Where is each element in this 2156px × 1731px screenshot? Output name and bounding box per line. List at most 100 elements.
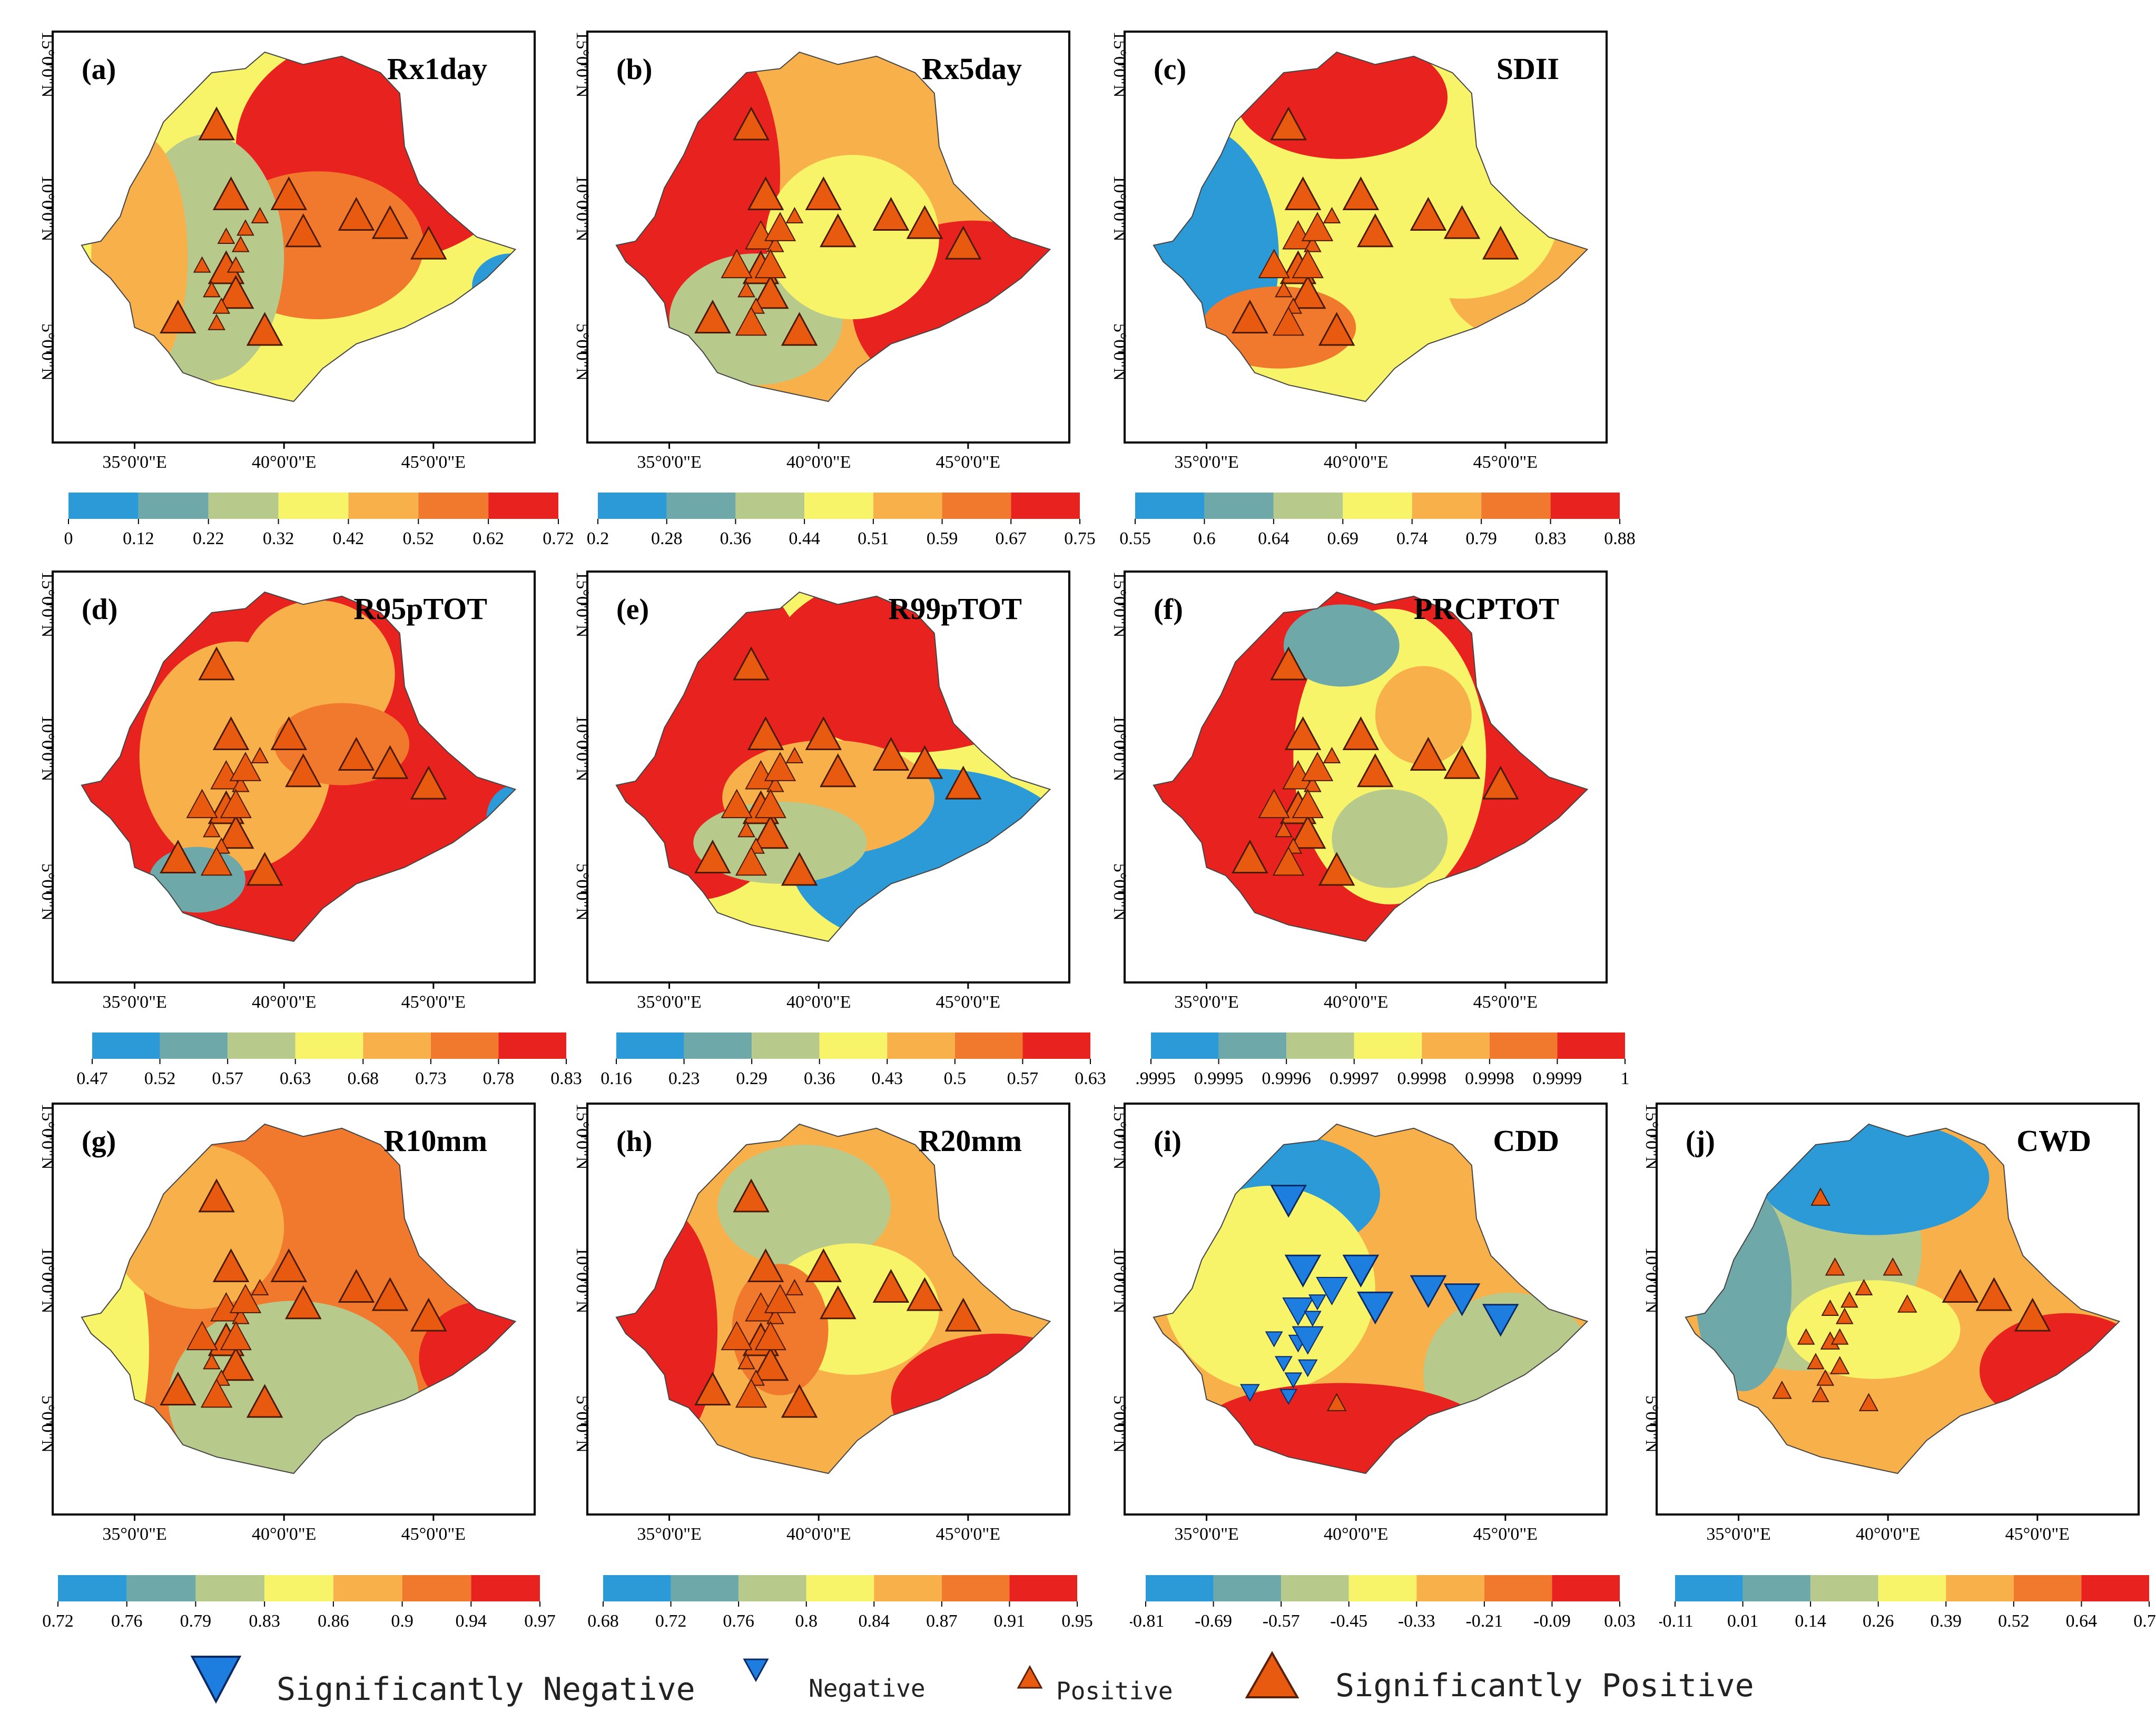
colorbar-swatch [138, 493, 209, 519]
negative-station [1275, 1356, 1293, 1372]
positive-station [1840, 1291, 1858, 1308]
x-tick-label: 45°0'0"E [2005, 1525, 2070, 1544]
sig-positive-station [284, 753, 322, 788]
colorbar-swatch [228, 1032, 296, 1059]
colorbar-tick-label: 0.72 [543, 529, 574, 548]
colorbar-tick-label: 0.94 [456, 1611, 487, 1631]
positive-station [186, 1321, 218, 1351]
positive-station [231, 1307, 250, 1324]
colorbar-swatch [1552, 1575, 1620, 1601]
sig-positive-station [212, 716, 250, 750]
sig-positive-station [781, 852, 818, 886]
negative-marker-icon [740, 1649, 772, 1712]
colorbar-tick-label: 0.87 [926, 1611, 958, 1631]
map-panel-h: 35°0'0"E 40°0'0"E 45°0'0"E 15°0'0"N 10°0'0"N… [573, 1103, 1070, 1546]
colorbar-tick-label: 0.03 [1604, 1611, 1636, 1631]
y-tick-label: 10°0'0"N [573, 715, 592, 781]
colorbar-swatch [1878, 1575, 1946, 1601]
colorbar-tick-label: 0.28 [651, 529, 683, 548]
x-tick-label: 35°0'0"E [1174, 453, 1238, 472]
sig-positive-station [1270, 646, 1307, 681]
colorbar-svg: -0.81 -0.69 -0.57 -0.45 -0.33 -0.21 -0.09 0.03 [1127, 1575, 1636, 1631]
colorbar-swatch [1286, 1032, 1354, 1059]
sig-positive-station [805, 716, 842, 750]
positive-station [200, 1378, 233, 1408]
sig-negative-station [1410, 1275, 1447, 1309]
sig-positive-station [906, 205, 943, 239]
map-svg-d: 35°0'0"E 40°0'0"E 45°0'0"E 15°0'0"N 10°0'0"N… [38, 571, 536, 1012]
colorbar-swatch [418, 493, 489, 519]
positive-station [1858, 1393, 1879, 1411]
sig-positive-station [1289, 815, 1326, 849]
colorbar-tick-label: 0.51 [858, 529, 889, 548]
sig-positive-station [270, 716, 308, 750]
colorbar-a: 0 0.12 0.22 0.32 0.42 0.52 0.62 0.72 [53, 493, 574, 553]
negative-station [1297, 1359, 1318, 1378]
colorbar-tick-label: 0.52 [1998, 1611, 2030, 1631]
colorbar-tick-label: 0.78 [483, 1069, 515, 1088]
positive-station [764, 212, 796, 241]
colorbar-swatch [1218, 1032, 1287, 1059]
colorbar-swatch [363, 1032, 431, 1059]
sig-positive-station [371, 205, 409, 239]
panel-title: PRCPTOT [1414, 592, 1559, 626]
x-tick-label: 45°0'0"E [401, 992, 466, 1012]
panel-label: (b) [616, 53, 652, 86]
colorbar-swatch [1484, 1575, 1552, 1601]
map-zone [1283, 604, 1400, 687]
colorbar-tick-label: 0.79 [1465, 529, 1497, 548]
positive-station [227, 256, 245, 273]
y-tick-label: 5°0'0"N [1642, 1395, 1661, 1453]
sig-positive-station [781, 1384, 818, 1418]
colorbar-tick-label: -0.33 [1398, 1611, 1435, 1631]
country-outline [615, 591, 1051, 942]
colorbar-swatch [195, 1575, 265, 1601]
x-tick-label: 40°0'0"E [786, 992, 851, 1012]
colorbar-swatch [887, 1032, 955, 1059]
positive-station [1323, 746, 1341, 763]
positive-station [1292, 789, 1324, 819]
positive-station [1303, 235, 1322, 252]
colorbar-swatch [1946, 1575, 2014, 1601]
positive-station [186, 789, 218, 819]
colorbar-swatch [598, 493, 667, 519]
sig-positive-station [872, 196, 910, 231]
colorbar-b: 0.2 0.28 0.36 0.44 0.51 0.59 0.67 0.75 [582, 493, 1096, 553]
x-tick-label: 40°0'0"E [786, 453, 851, 472]
colorbar-h: 0.68 0.72 0.76 0.8 0.84 0.87 0.91 0.95 [587, 1575, 1093, 1636]
colorbar-swatch [1135, 493, 1205, 519]
x-tick-label: 35°0'0"E [637, 453, 701, 472]
colorbar-swatch [806, 1575, 874, 1601]
colorbar-tick-label: 0.32 [263, 529, 294, 548]
map-svg-a: 35°0'0"E 40°0'0"E 45°0'0"E 15°0'0"N 10°0'0"N… [38, 31, 536, 472]
positive-station [754, 249, 786, 279]
y-tick-label: 10°0'0"N [573, 1247, 592, 1313]
colorbar-tick-label: 0.72 [42, 1611, 74, 1631]
colorbar-swatch [333, 1575, 402, 1601]
x-tick-label: 45°0'0"E [401, 453, 466, 472]
colorbar-swatch [684, 1032, 752, 1059]
positive-station [203, 281, 221, 298]
panel-title: R10mm [383, 1124, 487, 1158]
sig-positive-station [752, 815, 789, 849]
negative-station [1292, 1326, 1324, 1355]
panel-title: CDD [1493, 1124, 1559, 1158]
sig-positive-station [747, 1248, 784, 1282]
x-tick-label: 40°0'0"E [252, 453, 316, 472]
sig-positive-station [217, 815, 254, 849]
colorbar-swatch [873, 493, 942, 519]
colorbar-svg: 0.68 0.72 0.76 0.8 0.84 0.87 0.91 0.95 [587, 1575, 1093, 1631]
sig-positive-station [371, 745, 409, 779]
positive-station [1883, 1257, 1903, 1276]
y-tick-label: 5°0'0"N [573, 863, 592, 921]
colorbar-swatch [671, 1575, 739, 1601]
panel-label: (e) [616, 593, 649, 626]
panel-label: (i) [1154, 1125, 1182, 1158]
colorbar-tick-label: 0.42 [333, 529, 365, 548]
colorbar-swatch [1009, 1575, 1077, 1601]
colorbar-swatch [58, 1575, 127, 1601]
sig-positive-station [2014, 1297, 2051, 1332]
sig-positive-station [217, 1347, 254, 1381]
colorbar-tick-label: 0.67 [996, 529, 1027, 548]
positive-station [1825, 1257, 1845, 1276]
